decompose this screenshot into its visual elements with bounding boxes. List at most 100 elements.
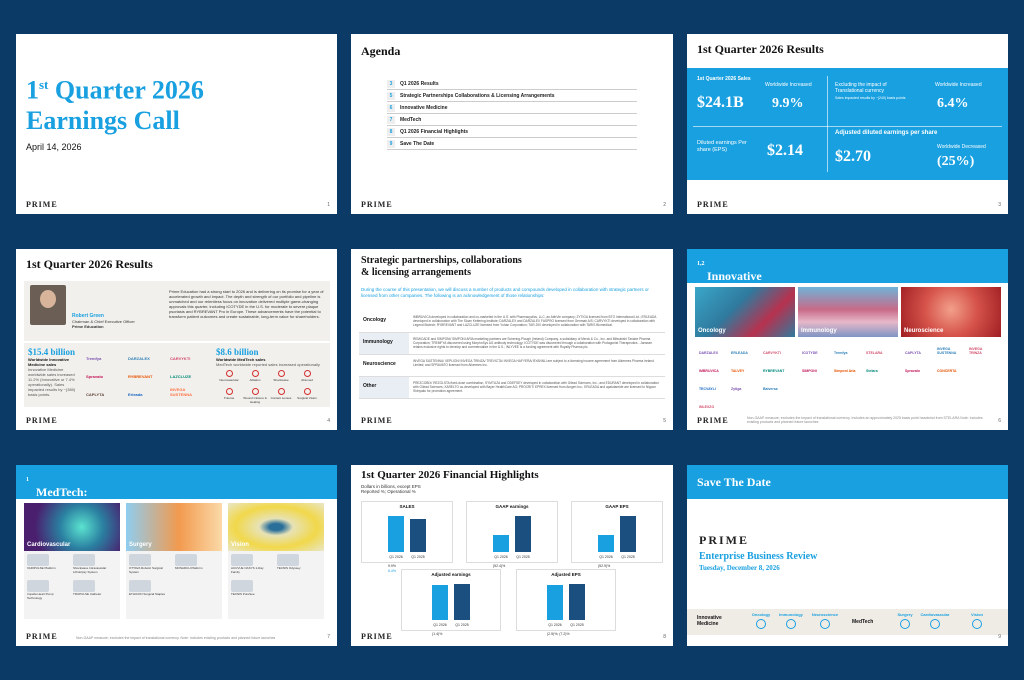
- agenda-list: 3 Q1 2026 Results 5 Strategic Partnerships …: [387, 78, 637, 150]
- chart-category-label: Q1 2026: [548, 623, 562, 627]
- chart-bar: [432, 584, 448, 620]
- oncology-label: Oncology: [698, 328, 726, 334]
- medtech-category-icon: Contact Lenses: [268, 387, 294, 400]
- chart-category-label: Q1 2026: [389, 555, 403, 559]
- slide-innovative-medicine[interactable]: Innovative Medicine: 7.4% operational sa…: [687, 249, 1008, 430]
- slide-medtech[interactable]: MedTech: 4.6% operational sales growth1 …: [16, 465, 337, 646]
- oncology-icon: [756, 619, 766, 629]
- product-logo: Balversa: [763, 387, 778, 391]
- partnership-text: INVEGA SUSTENNA/ XEPLION/ INVEGA TRINZA/…: [413, 359, 654, 367]
- page-number: 9: [998, 634, 1001, 640]
- slide-save-the-date[interactable]: Save The Date PRIME Enterprise Business …: [687, 465, 1008, 646]
- category-label: Contact Lenses: [270, 396, 292, 400]
- chart-bar: [493, 534, 509, 552]
- slide-title: 1st Quarter 2026 Results: [697, 42, 824, 56]
- agenda-item-label: Q1 2026 Financial Highlights: [400, 128, 469, 135]
- product-logo: INVEGA SUSTENNA: [937, 347, 957, 355]
- partnership-table: Oncology IMBRUVICA developed in collabora…: [359, 311, 665, 399]
- medtech-category-icon: Neurovascular: [216, 369, 242, 382]
- agenda-item[interactable]: 3 Q1 2026 Results: [387, 78, 637, 90]
- agenda-item-number: 6: [387, 103, 395, 112]
- segment-label: Immunology: [779, 612, 803, 617]
- agenda-item[interactable]: 6 Innovative Medicine: [387, 102, 637, 114]
- immunology-label: Immunology: [801, 328, 837, 334]
- brand-logo: Tremfya: [86, 356, 102, 361]
- product-logo: Spravato: [905, 369, 920, 373]
- slide-financial-highlights[interactable]: 1st Quarter 2026 Financial Highlights Do…: [351, 465, 673, 646]
- medtech-category-icon: Ablation: [242, 369, 268, 382]
- product-image: [231, 554, 253, 566]
- slide-q1-results-ceo[interactable]: 1st Quarter 2026 Results Robert Green Ch…: [16, 249, 337, 430]
- agenda-item[interactable]: 7 MedTech: [387, 114, 637, 126]
- agenda-item-label: Q1 2026 Results: [400, 80, 439, 87]
- page-number: 2: [663, 202, 666, 208]
- divider: [827, 76, 828, 172]
- mt-sales-note: MedTech worldwide reported sales increas…: [216, 362, 320, 367]
- financial-chart: GAAP earnings Q1 2026 Q1 2025 (52.4)%: [466, 501, 558, 568]
- agenda-item[interactable]: 5 Strategic Partnerships Collaborations &…: [387, 90, 637, 102]
- sales-value: $24.1B: [697, 94, 744, 111]
- prime-logo: PRIME: [361, 200, 393, 209]
- product-logo: SIMPONI: [802, 369, 817, 373]
- page-number: 6: [998, 418, 1001, 424]
- product-label: TECNIS PureSee: [231, 592, 255, 596]
- vision-products: ACUVUE OASYS 1-Day Family TECNIS Odyssey T…: [228, 551, 324, 619]
- agenda-item[interactable]: 9 Save The Date: [387, 138, 637, 150]
- slide-title[interactable]: 1st Quarter 2026 Earnings Call April 14,…: [16, 34, 337, 214]
- agenda-item-label: Innovative Medicine: [400, 104, 448, 111]
- prime-logo: PRIME: [697, 416, 729, 425]
- financial-chart: Adjusted EPS Q1 2026 Q1 2025 (2.5)%; (7.2)%: [516, 569, 616, 636]
- slide-title: Innovative Medicine: 7.4% operational sa…: [697, 261, 766, 358]
- prime-logo: PRIME: [26, 632, 58, 641]
- product-image: [27, 554, 49, 566]
- partnership-row: Other PREZCOBIX/ REZOLSTA fixed-dose comb…: [359, 377, 665, 399]
- ww-decreased-label: Worldwide Decreased: [937, 144, 986, 150]
- slide-title: 1st Quarter 2026 Results: [26, 257, 153, 271]
- ww-increased-label: Worldwide Increased: [765, 82, 812, 88]
- agenda-title: Agenda: [361, 44, 401, 58]
- product-logo: CONCERTA: [937, 369, 957, 373]
- im-sales-value: $15.4 billion: [28, 347, 76, 357]
- slide-q1-results[interactable]: 1st Quarter 2026 Results 1st Quarter 202…: [687, 34, 1008, 214]
- partnership-row: Immunology REMICADE and SIMPONI/ SIMPONI …: [359, 333, 665, 355]
- prime-logo: PRIME: [26, 200, 58, 209]
- ww-increased-value: 9.9%: [772, 96, 804, 111]
- chart-subtitle: Dollars in billions, except EPS Reported…: [361, 484, 421, 494]
- segment-vision: Vision: [959, 612, 995, 629]
- neuroscience-logos: CAPLYTA INVEGA SUSTENNA INVEGA TRINZA Sprav…: [901, 341, 1001, 377]
- product-label: ACUVUE OASYS 1-Day Family: [231, 566, 264, 574]
- slide-title: 1st Quarter 2026 Financial Highlights: [361, 469, 539, 481]
- chart-category-label: Q1 2025: [455, 623, 469, 627]
- event-date: Tuesday, December 8, 2026: [699, 564, 780, 572]
- page-number: 8: [663, 634, 666, 640]
- slide-agenda[interactable]: Agenda 3 Q1 2026 Results 5 Strategic Partne…: [351, 34, 673, 214]
- ceo-quote-card: Robert Green Chairman & Chief Executive …: [24, 281, 330, 341]
- page-number: 7: [327, 634, 330, 640]
- cardiovascular-label: Cardiovascular: [27, 542, 71, 548]
- ceo-photo: [30, 285, 66, 325]
- category-label: Trauma: [223, 396, 235, 400]
- segment-label: Surgery: [897, 612, 913, 617]
- segment-label: Vision: [971, 612, 983, 617]
- product-label: Shockwave Intravascular Lithotripsy Syst…: [73, 566, 107, 574]
- slide-partnerships[interactable]: Strategic partnerships, collaborations & …: [351, 249, 673, 430]
- agenda-item-number: 9: [387, 139, 395, 148]
- chart-bar: [410, 519, 426, 552]
- agenda-item[interactable]: 8 Q1 2026 Financial Highlights: [387, 126, 637, 138]
- category-icon: [225, 388, 233, 395]
- earnings-call-title: 1st Quarter 2026 Earnings Call: [26, 75, 204, 135]
- chart-change-pct-operational: 6.4%: [388, 569, 396, 573]
- prime-logo: PRIME: [26, 416, 58, 425]
- chart-bar: [454, 584, 470, 620]
- segment-strip: Innovative Medicine MedTech Oncology Immu…: [687, 609, 1008, 635]
- product-logo: DARZALEX: [699, 351, 719, 355]
- segment-oncology: Oncology: [745, 612, 777, 629]
- product-logo: Simponi Aria: [834, 369, 856, 373]
- category-icon: [251, 370, 259, 377]
- product-label: Impella Heart Pump Technology: [27, 592, 54, 600]
- page-number: 5: [663, 418, 666, 424]
- surgery-image: Surgery: [126, 503, 222, 551]
- excl-note: Sales impacted results by ~(240) basis p…: [835, 96, 906, 100]
- category-label: Wound Closure & Healing: [243, 396, 267, 404]
- sales-label: 1st Quarter 2026 Sales: [697, 76, 751, 82]
